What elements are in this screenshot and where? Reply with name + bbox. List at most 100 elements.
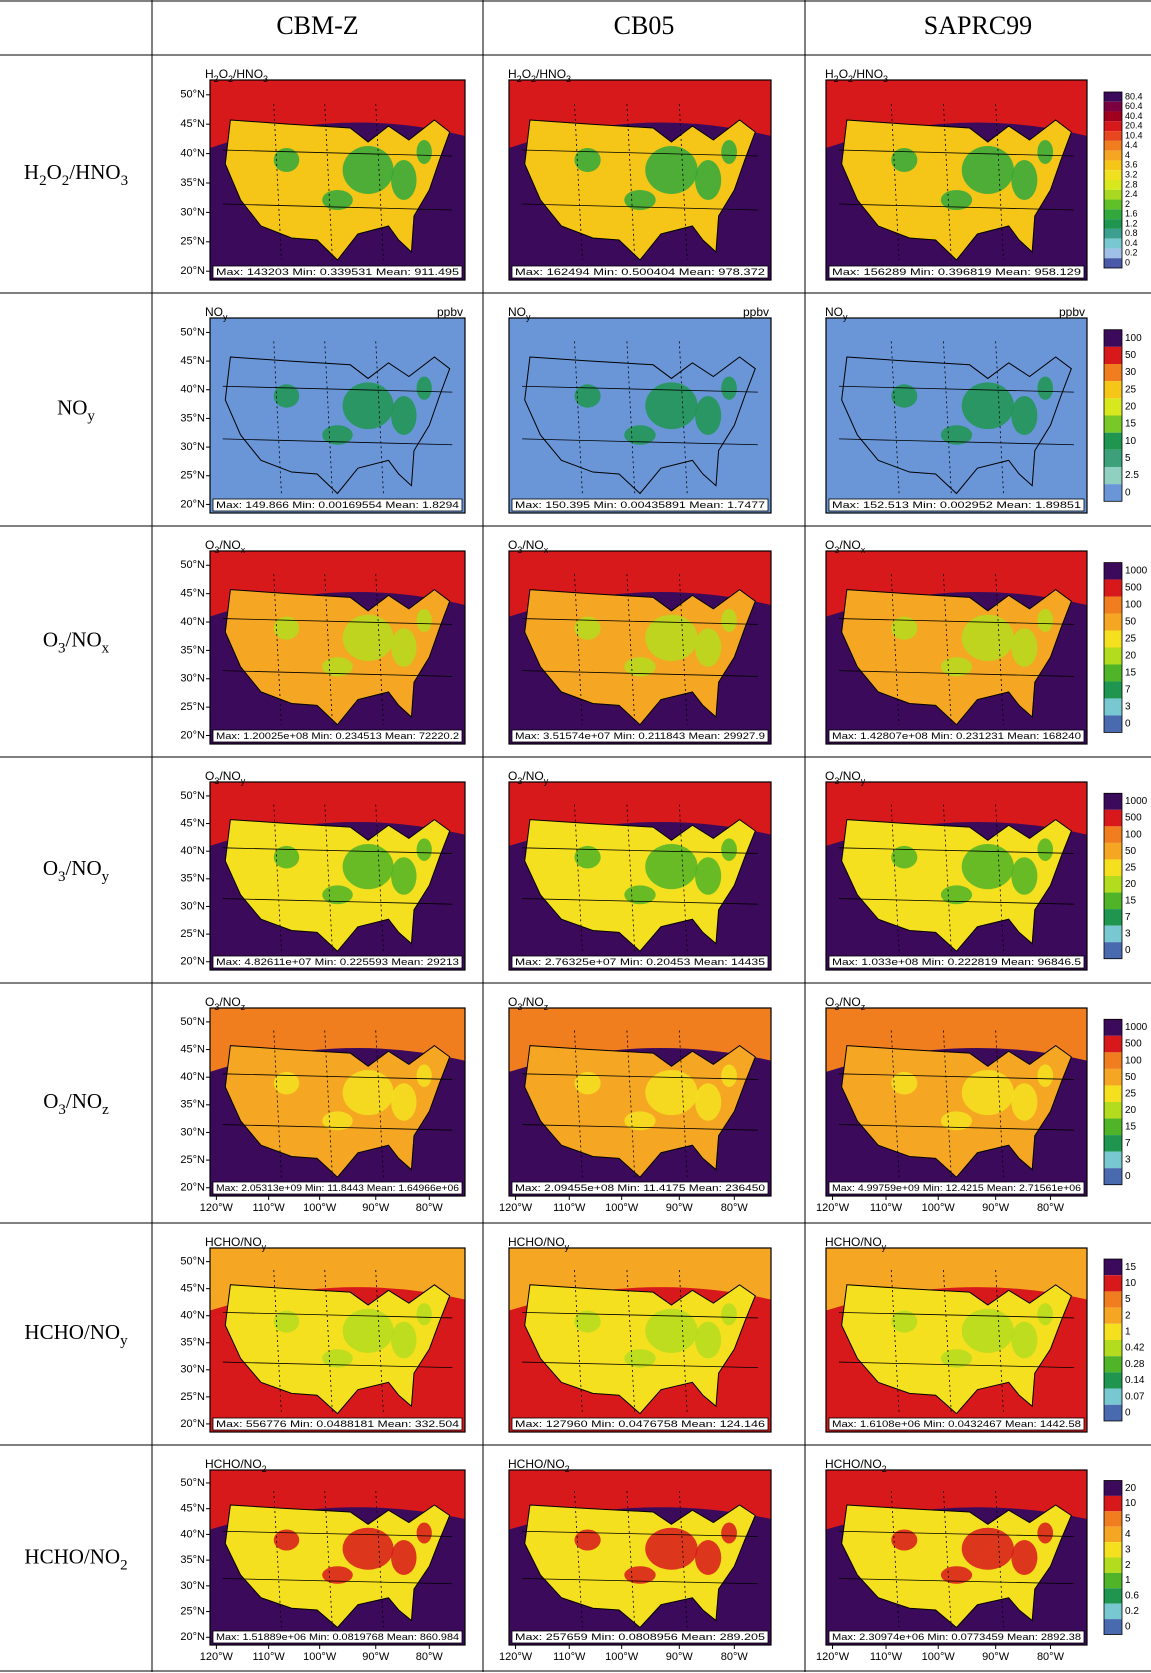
text-part: O (43, 1089, 58, 1113)
colorbar-label: 0.2 (1125, 1606, 1139, 1617)
colorbar-label: 1.6 (1125, 209, 1138, 219)
colorbar-label: 100 (1125, 600, 1142, 611)
subscript: 3 (883, 74, 888, 84)
colorbar-swatch (1104, 1356, 1122, 1372)
map-stats: Max: 257659 Min: 0.0808956 Mean: 289.205 (515, 1632, 765, 1643)
map-stats: Max: 1.20025e+08 Min: 0.234513 Mean: 722… (216, 731, 459, 742)
colorbar-swatch (1104, 1308, 1122, 1324)
text-part: /NO (839, 995, 860, 1009)
lat-label: 40°N (180, 1071, 205, 1083)
colorbar-swatch (1104, 1275, 1122, 1291)
lon-label: 90°W (362, 1202, 390, 1214)
map-field-patch (695, 160, 721, 200)
colorbar-label: 1.2 (1125, 218, 1138, 228)
colorbar-label: 50 (1125, 1072, 1137, 1083)
map-stats: Max: 150.395 Min: 0.00435891 Mean: 1.747… (515, 500, 765, 511)
map-panel (509, 782, 771, 970)
row-label: O3/NOy (43, 856, 110, 886)
colorbar-label: 20 (1125, 879, 1137, 890)
text-part: O (522, 67, 531, 81)
text-part: O (43, 856, 58, 880)
colorbar-swatch (1104, 1119, 1122, 1136)
colorbar-swatch (1104, 1511, 1122, 1526)
colorbar-swatch (1104, 1542, 1122, 1557)
lat-label: 35°N (180, 177, 205, 189)
colorbar-swatch (1104, 1085, 1122, 1102)
colorbar-label: 50 (1125, 846, 1137, 857)
map-stats: Max: 1.42807e+08 Min: 0.231231 Mean: 168… (832, 731, 1081, 742)
colorbar-swatch (1104, 1481, 1122, 1496)
colorbar-label: 0.4 (1125, 238, 1138, 248)
column-header: CB05 (614, 11, 675, 40)
lon-label: 110°W (553, 1202, 586, 1214)
colorbar-swatch (1104, 180, 1122, 190)
map-field-patch (391, 1322, 417, 1359)
colorbar-swatch (1104, 381, 1122, 398)
map-field-patch (417, 1303, 432, 1325)
text-part: NO (205, 305, 223, 319)
lat-label: 35°N (180, 412, 205, 424)
colorbar-swatch (1104, 121, 1122, 131)
lon-label: 80°W (416, 1651, 444, 1663)
lat-label: 20°N (180, 265, 205, 277)
lat-label: 40°N (180, 1528, 205, 1540)
colorbar-label: 15 (1125, 1121, 1137, 1132)
colorbar-swatch (1104, 347, 1122, 364)
colorbar-swatch (1104, 398, 1122, 415)
text-part: /NO (522, 538, 543, 552)
column-header: CBM-Z (276, 11, 358, 40)
map-panel (826, 782, 1087, 970)
map-field-patch (417, 1064, 432, 1087)
lon-label: 120°W (200, 1202, 234, 1214)
lat-label: 45°N (180, 355, 205, 367)
colorbar-swatch (1104, 1527, 1122, 1542)
colorbar-label: 80.4 (1125, 91, 1143, 101)
map-field-patch (1011, 1322, 1037, 1359)
lat-label: 20°N (180, 729, 205, 741)
map-field-patch (695, 1540, 721, 1575)
colorbar-label: 50 (1125, 350, 1137, 361)
colorbar-label: 15 (1125, 1262, 1137, 1273)
colorbar-swatch (1104, 715, 1122, 732)
colorbar-label: 0.28 (1125, 1359, 1145, 1370)
colorbar-label: 4 (1125, 150, 1130, 160)
lat-label: 30°N (180, 1364, 205, 1376)
map-field-patch (417, 838, 432, 861)
colorbar-label: 10 (1125, 436, 1137, 447)
subscript: y (565, 1242, 570, 1252)
colorbar-label: 20 (1125, 1483, 1137, 1494)
map-field-patch (1037, 838, 1053, 861)
lat-label: 20°N (180, 1418, 205, 1430)
lon-label: 110°W (252, 1651, 285, 1663)
colorbar-swatch (1104, 364, 1122, 381)
map-field-patch (695, 396, 721, 435)
colorbar-label: 50 (1125, 617, 1137, 628)
colorbar-swatch (1104, 1619, 1122, 1634)
subscript: 3 (121, 173, 129, 189)
colorbar-label: 0 (1125, 487, 1131, 498)
lat-label: 30°N (180, 1580, 205, 1592)
lat-label: 50°N (180, 89, 205, 101)
map-stats: Max: 4.82611e+07 Min: 0.225593 Mean: 292… (216, 957, 459, 968)
colorbar-swatch (1104, 151, 1122, 161)
colorbar-swatch (1104, 631, 1122, 648)
map-stats: Max: 1.6108e+06 Min: 0.0432467 Mean: 144… (832, 1419, 1081, 1430)
colorbar-swatch (1104, 859, 1122, 876)
colorbar-swatch (1104, 1496, 1122, 1511)
colorbar-swatch (1104, 876, 1122, 893)
subscript: y (861, 776, 866, 786)
map-panel (210, 1008, 465, 1196)
lat-label: 35°N (180, 1099, 205, 1111)
map-field-patch (1037, 1064, 1053, 1087)
map-field-patch (391, 1540, 417, 1575)
map-field-patch (1011, 396, 1037, 435)
map-stats: Max: 3.51574e+07 Min: 0.211843 Mean: 299… (515, 731, 765, 742)
row-label: O3/NOz (43, 1089, 109, 1119)
colorbar-label: 2 (1125, 199, 1130, 209)
lat-label: 40°N (180, 616, 205, 628)
colorbar-label: 20 (1125, 1105, 1137, 1116)
lat-label: 30°N (180, 206, 205, 218)
lon-label: 100°W (922, 1202, 956, 1214)
map-unit: ppbv (743, 305, 769, 319)
colorbar-swatch (1104, 1372, 1122, 1388)
